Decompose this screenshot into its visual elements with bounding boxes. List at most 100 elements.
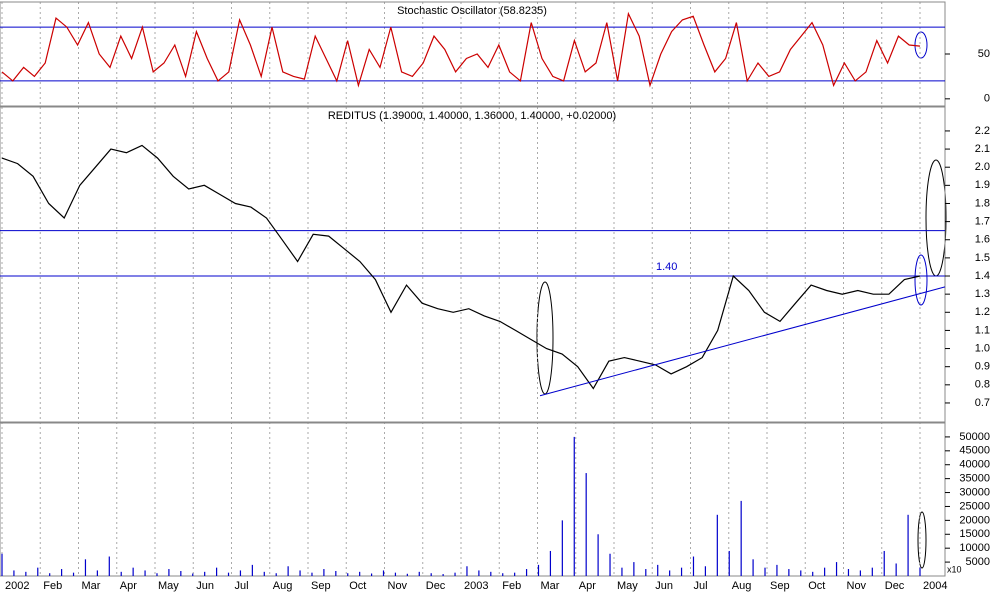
y-tick-label: 45000 <box>959 445 990 457</box>
volume-bar <box>394 572 397 576</box>
volume-bar <box>669 570 671 576</box>
volume-bar <box>537 564 540 576</box>
y-tick-label: 15000 <box>959 528 990 540</box>
volume-bar <box>370 573 373 576</box>
x-tick-label: Apr <box>579 580 596 592</box>
x-tick-label: Sep <box>770 580 790 592</box>
volume-bar <box>132 567 134 576</box>
volume-bar <box>621 567 623 576</box>
volume-bar <box>728 550 730 576</box>
volume-bar <box>275 573 277 576</box>
volume-bar <box>824 567 826 576</box>
volume-bar <box>633 562 635 576</box>
x-tick-label: Apr <box>120 580 137 592</box>
x-tick-label: Aug <box>273 580 293 592</box>
volume-bar <box>514 572 516 576</box>
volume-bar <box>299 570 301 576</box>
volume-bar <box>204 571 206 576</box>
series-line <box>1 144 921 390</box>
volume-bar <box>454 572 456 576</box>
volume-bar <box>692 556 695 576</box>
volume-bar <box>215 567 218 576</box>
volume-bar <box>25 571 27 576</box>
volume-bar <box>609 553 611 576</box>
x-tick-label: 2002 <box>5 580 29 592</box>
volume-bar <box>871 567 873 576</box>
volume-bar <box>740 500 742 576</box>
y-tick-label: 1.5 <box>975 252 990 264</box>
y-tick-label: 5000 <box>966 556 990 568</box>
volume-bar <box>657 564 659 576</box>
y-tick-label: 2.1 <box>975 143 990 155</box>
panel-frame <box>0 422 946 577</box>
volume-bar <box>418 571 420 576</box>
volume-bar <box>835 562 838 576</box>
x-tick-label: Jul <box>235 580 249 592</box>
x-tick-label: Mar <box>82 580 101 592</box>
volume-bar <box>919 567 921 576</box>
volume-bar <box>478 570 480 576</box>
y-tick-label: 2.0 <box>975 161 990 173</box>
series-line <box>1 11 921 88</box>
volume-bar <box>788 569 790 576</box>
panel-frame <box>0 106 946 423</box>
y-tick-label: 20000 <box>959 514 990 526</box>
y-tick-label: 0.9 <box>975 361 990 373</box>
y-tick-label: 1.3 <box>975 288 990 300</box>
y-tick-label: 1.0 <box>975 342 990 354</box>
volume-bar <box>72 572 75 576</box>
volume-bar <box>49 573 51 576</box>
y-tick-label: 1.7 <box>975 216 990 228</box>
volume-bar <box>764 567 766 576</box>
x-tick-label: Dec <box>426 580 446 592</box>
y-tick-label: 1.2 <box>975 306 990 318</box>
volume-bar <box>907 514 909 576</box>
volume-bar <box>108 556 110 576</box>
y-tick-label: 0 <box>984 93 990 105</box>
volume-bar <box>359 571 361 576</box>
annotation: 1.40 <box>656 261 677 273</box>
volume-bar <box>227 572 230 576</box>
volume-bar <box>502 573 504 576</box>
panel-title: REDITUS (1.39000, 1.40000, 1.36000, 1.40… <box>328 110 616 122</box>
y-tick-label: 1.6 <box>975 234 990 246</box>
volume-bar <box>883 550 885 576</box>
volume-bar <box>96 570 98 576</box>
x-tick-label: Dec <box>885 580 905 592</box>
y-tick-label: 0.7 <box>975 397 990 409</box>
volume-bar <box>323 569 325 576</box>
volume-bar <box>859 570 861 576</box>
volume-bar <box>525 569 528 576</box>
y-tick-label: 1.4 <box>975 270 990 282</box>
volume-bar <box>716 514 718 576</box>
volume-bar <box>37 567 39 576</box>
volume-bar <box>311 572 313 576</box>
y-tick-label: 1.8 <box>975 197 990 209</box>
x-tick-label: Mar <box>541 580 560 592</box>
volume-bar <box>847 569 850 576</box>
volume-bar <box>704 566 707 576</box>
volume-bar <box>895 563 897 576</box>
y-tick-label: 0.8 <box>975 379 990 391</box>
y-tick-label: 2.2 <box>975 125 990 137</box>
x-tick-label: Jun <box>655 580 673 592</box>
x-tick-label: Oct <box>349 580 366 592</box>
x-tick-label: Nov <box>388 580 408 592</box>
x-tick-label: Jul <box>694 580 708 592</box>
panel-title: Stochastic Oscillator (58.8235) <box>397 5 547 17</box>
y-tick-label: 35000 <box>959 473 990 485</box>
volume-bar <box>680 567 683 576</box>
x-tick-label: Aug <box>732 580 752 592</box>
x-tick-label: Oct <box>808 580 825 592</box>
volume-bar <box>192 573 194 576</box>
y-tick-label: 1.1 <box>975 324 990 336</box>
volume-bar <box>812 571 814 576</box>
volume-bar <box>406 573 408 576</box>
x-tick-label: Feb <box>43 580 62 592</box>
volume-bar <box>776 564 778 576</box>
volume-bar <box>1 553 3 576</box>
volume-bar <box>144 570 146 576</box>
y-tick-label: 50000 <box>959 431 990 443</box>
